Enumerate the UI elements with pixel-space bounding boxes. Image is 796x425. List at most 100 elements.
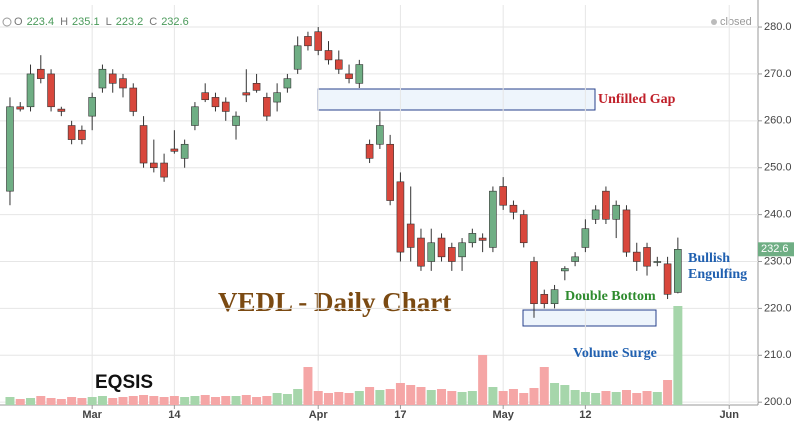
- candle-body: [78, 129, 86, 140]
- volume-bar: [560, 385, 570, 405]
- gap-zone: [317, 88, 596, 111]
- header-label: H: [60, 16, 68, 28]
- volume-bar: [365, 387, 375, 405]
- volume-bar: [149, 396, 159, 405]
- candle-body: [365, 143, 374, 159]
- candle-body: [304, 36, 312, 47]
- candle-body: [334, 59, 343, 70]
- y-tick-label: 280.0: [764, 21, 792, 33]
- candle-body: [47, 73, 55, 108]
- volume-bar: [416, 387, 426, 405]
- volume-bar: [252, 397, 262, 405]
- volume-bar: [128, 396, 138, 405]
- volume-bar: [159, 397, 169, 405]
- candle-body: [26, 73, 35, 108]
- candle-body: [324, 50, 333, 61]
- candle-body: [622, 209, 631, 253]
- status-dot: [711, 19, 717, 25]
- candle-body: [478, 237, 487, 241]
- candle-body: [458, 242, 466, 258]
- volume-bar: [570, 390, 580, 405]
- volume-bar: [601, 391, 611, 405]
- volume-bar: [56, 399, 66, 405]
- volume-bar: [498, 391, 508, 405]
- y-tick-label: 240.0: [764, 209, 792, 221]
- candle-body: [129, 87, 138, 112]
- candle-body: [283, 78, 292, 89]
- y-tick-label: 210.0: [764, 349, 792, 361]
- candle-body: [530, 261, 538, 305]
- volume-bar: [621, 390, 631, 405]
- candle-body: [36, 68, 45, 79]
- volume-bar: [26, 398, 36, 405]
- volume-bar: [272, 393, 282, 405]
- bottom-zone: [522, 309, 657, 327]
- status: closed: [720, 16, 752, 28]
- candle-body: [139, 125, 148, 164]
- annotation: Double Bottom: [565, 289, 656, 304]
- candle-body: [67, 125, 76, 140]
- volume-bar: [190, 396, 200, 405]
- volume-bar: [344, 393, 354, 405]
- candle-body: [468, 233, 477, 244]
- volume-bar: [210, 397, 220, 405]
- volume-bar: [426, 390, 436, 405]
- volume-bar: [87, 397, 97, 405]
- volume-bar: [180, 397, 190, 405]
- volume-bar: [673, 306, 683, 405]
- volume-bar: [323, 393, 333, 405]
- candle-body: [653, 261, 662, 263]
- candle-body: [632, 251, 641, 262]
- last-price-box: [758, 242, 794, 257]
- volume-bar: [36, 396, 46, 405]
- candle-body: [150, 162, 158, 169]
- volume-bar: [437, 389, 447, 405]
- candle-body: [427, 242, 436, 262]
- volume-bar: [77, 398, 87, 405]
- candle-body: [6, 106, 14, 192]
- volume-bar: [221, 396, 231, 405]
- volume-bar: [241, 395, 251, 405]
- volume-bar: [642, 391, 652, 405]
- x-tick-label: 17: [394, 409, 406, 421]
- candle-body: [16, 106, 25, 110]
- volume-bar: [652, 392, 662, 405]
- volume-bar: [611, 392, 621, 405]
- x-tick-label: Jun: [719, 409, 739, 421]
- header-label: L: [106, 16, 112, 28]
- candle-body: [88, 97, 96, 117]
- volume-bar: [663, 380, 673, 405]
- chart-title: VEDL - Daily Chart: [218, 287, 451, 317]
- candle-body: [293, 45, 302, 70]
- volume-bar: [478, 355, 488, 405]
- candle-body: [273, 92, 281, 103]
- volume-bar: [632, 393, 642, 405]
- volume-bar: [395, 383, 405, 405]
- candle-body: [406, 223, 415, 248]
- volume-bar: [303, 367, 313, 405]
- volume-bar: [200, 395, 210, 405]
- candle-body: [674, 249, 682, 293]
- candle-body: [355, 64, 364, 84]
- candle-body: [242, 92, 251, 96]
- candle-body: [376, 125, 384, 145]
- volume-bar: [46, 398, 56, 405]
- volume-bar: [67, 397, 77, 405]
- header-icon: [2, 17, 12, 27]
- y-tick-label: 260.0: [764, 115, 792, 127]
- volume-bar: [262, 396, 272, 405]
- volume-bar: [293, 389, 303, 405]
- candle-body: [499, 186, 507, 206]
- x-tick-label: May: [492, 409, 514, 421]
- header-value: 223.4: [27, 16, 55, 28]
- volume-bar: [108, 398, 118, 405]
- candle-body: [108, 73, 117, 84]
- watermark: EQSIS: [95, 372, 153, 393]
- annotation: Engulfing: [688, 267, 747, 282]
- candle-body: [221, 101, 230, 112]
- x-tick-label: Apr: [309, 409, 329, 421]
- candle-body: [211, 97, 220, 108]
- volume-bar: [231, 396, 241, 405]
- candle-body: [252, 83, 261, 91]
